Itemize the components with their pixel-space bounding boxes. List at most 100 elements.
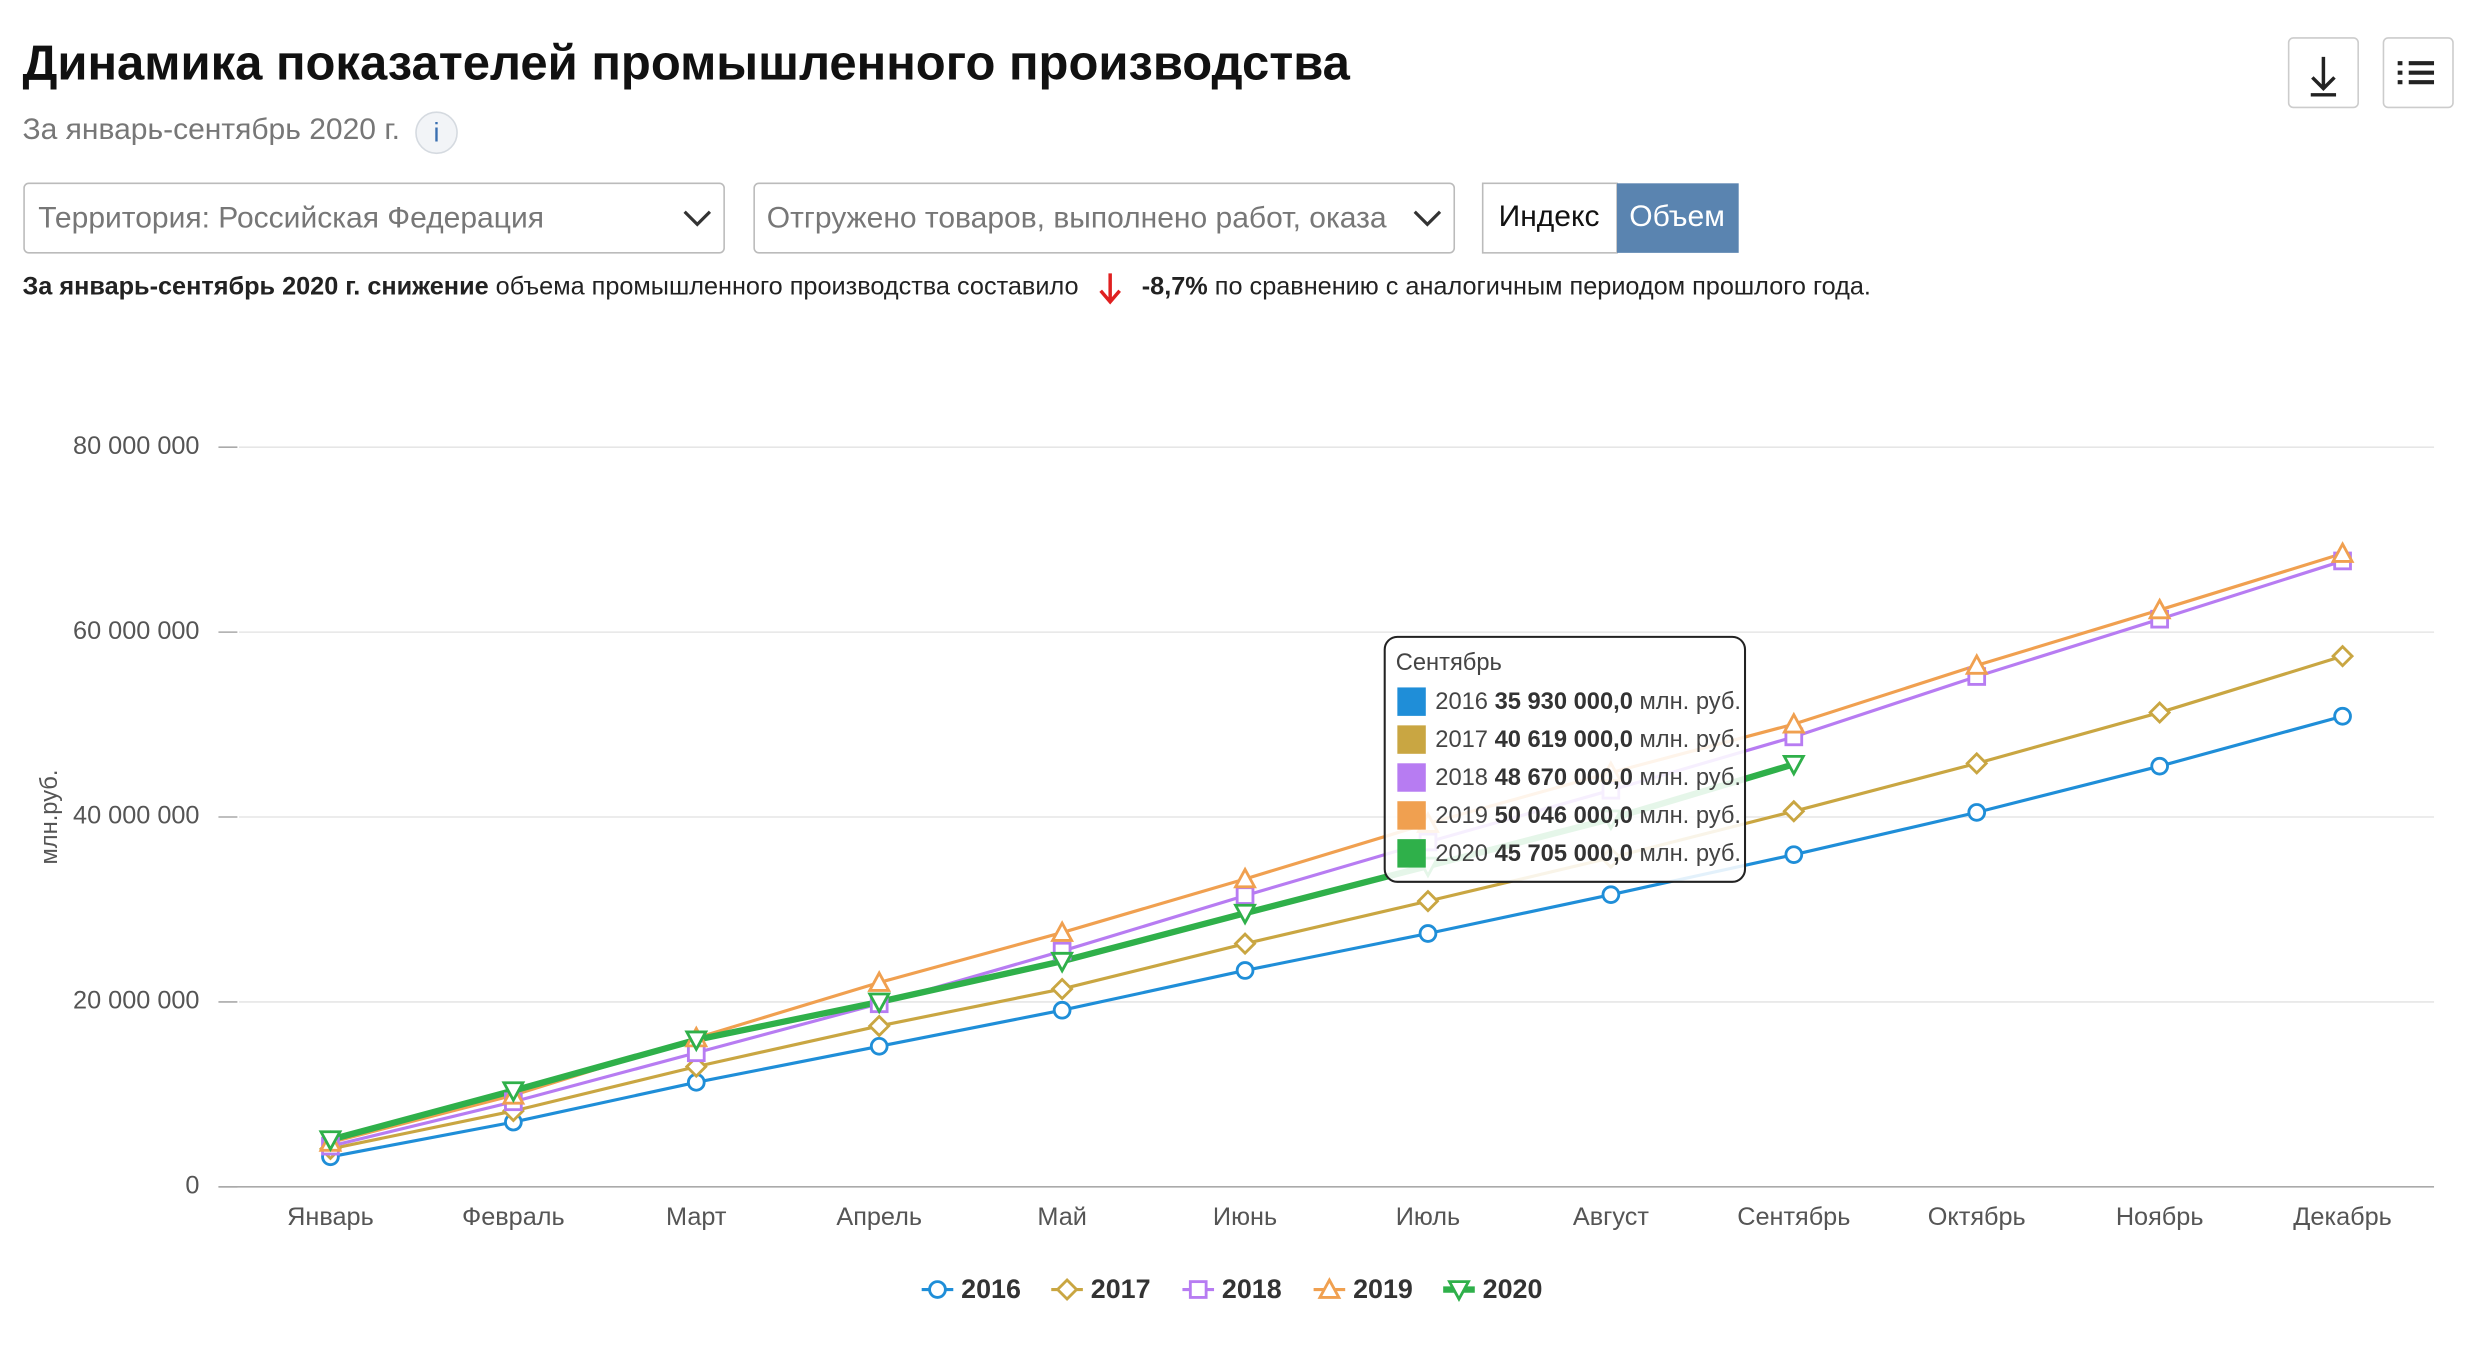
- page-title: Динамика показателей промышленного произ…: [22, 36, 1350, 90]
- tooltip-row: 2019 50 046 000,0 млн. руб.: [1435, 803, 1741, 829]
- marker: [1782, 799, 1806, 823]
- tooltip-value: 48 670 000,0: [1495, 765, 1633, 791]
- marker: [1781, 711, 1806, 734]
- tooltip-swatch: [1397, 801, 1426, 830]
- territory-select[interactable]: [23, 182, 725, 254]
- marker: [1055, 1278, 1079, 1302]
- marker: [867, 1014, 891, 1038]
- legend-item[interactable]: 2020: [1443, 1274, 1542, 1304]
- tooltip-series: 2019: [1435, 803, 1488, 829]
- subtitle: За январь-сентябрь 2020 г.: [22, 113, 400, 146]
- tooltip-swatch: [1397, 763, 1426, 792]
- legend-item[interactable]: 2016: [921, 1274, 1021, 1304]
- x-tick-label: Июнь: [1213, 1203, 1277, 1231]
- tooltip-value: 35 930 000,0: [1495, 690, 1633, 716]
- marker: [867, 970, 892, 992]
- legend-label: 2016: [961, 1274, 1021, 1304]
- toggle-index[interactable]: [1481, 182, 1618, 254]
- indicator-select[interactable]: [753, 182, 1456, 254]
- tooltip-unit: млн. руб.: [1639, 727, 1741, 753]
- marker: [1050, 920, 1075, 942]
- marker: [1317, 1277, 1342, 1299]
- toggle-volume[interactable]: [1617, 183, 1739, 253]
- marker: [2147, 597, 2172, 620]
- marker: [2330, 541, 2355, 563]
- marker: [318, 1130, 343, 1153]
- marker: [1235, 961, 1255, 980]
- x-tick-label: Декабрь: [2293, 1203, 2392, 1231]
- legend-label: 2017: [1091, 1274, 1151, 1304]
- y-tick-label: 40 000 000: [73, 802, 199, 830]
- x-tick-label: Октябрь: [1928, 1203, 2026, 1231]
- marker: [1601, 885, 1621, 904]
- marker: [1781, 754, 1806, 777]
- tooltip-series: 2016: [1435, 690, 1488, 716]
- tooltip-row: 2016 35 930 000,0 млн. руб.: [1435, 690, 1741, 716]
- x-tick-label: Май: [1037, 1203, 1087, 1231]
- tooltip-swatch: [1397, 725, 1426, 754]
- tooltip-unit: млн. руб.: [1639, 690, 1741, 716]
- legend-item[interactable]: 2018: [1182, 1274, 1282, 1304]
- territory-value: Территория: Российская Федерация: [38, 202, 544, 235]
- legend-label: 2019: [1353, 1274, 1413, 1304]
- x-tick-label: Январь: [287, 1203, 374, 1231]
- tooltip-swatch: [1397, 687, 1426, 716]
- tooltip-series: 2017: [1435, 727, 1488, 753]
- tooltip-swatch: [1397, 839, 1426, 868]
- menu-icon: [2397, 61, 2435, 85]
- marker: [1233, 866, 1257, 889]
- marker: [501, 1081, 526, 1104]
- y-tick-label: 0: [185, 1171, 199, 1199]
- info-button[interactable]: [415, 111, 458, 155]
- legend-item[interactable]: 2017: [1051, 1274, 1151, 1304]
- y-tick-label: 20 000 000: [73, 987, 199, 1015]
- marker: [1233, 932, 1257, 956]
- tooltip-box: [1383, 635, 1747, 883]
- info-icon: i: [434, 117, 440, 147]
- marker: [2150, 756, 2169, 776]
- tooltip-row: 2017 40 619 000,0 млн. руб.: [1435, 727, 1741, 753]
- tooltip-row: 2020 45 705 000,0 млн. руб.: [1435, 841, 1741, 867]
- x-tick-label: Август: [1573, 1203, 1649, 1231]
- chevron: [1413, 210, 1442, 227]
- legend-label: 2018: [1222, 1274, 1282, 1304]
- chevron: [683, 210, 712, 227]
- marker: [684, 1030, 709, 1053]
- marker: [2331, 644, 2355, 668]
- tooltip-value: 45 705 000,0: [1495, 841, 1633, 867]
- decrease-arrow: [1099, 273, 1121, 305]
- summary-text: За январь-сентябрь 2020 г. снижение объе…: [22, 272, 1078, 300]
- tooltip-unit: млн. руб.: [1639, 841, 1741, 867]
- summary-bold: -8,7%: [1142, 272, 1208, 300]
- summary-plain: по сравнению с аналогичным периодом прош…: [1208, 272, 1871, 300]
- y-tick-label: 60 000 000: [73, 617, 199, 645]
- marker: [869, 1036, 889, 1056]
- marker: [2148, 701, 2172, 725]
- y-axis-title: млн.руб.: [37, 770, 63, 865]
- x-tick-label: Сентябрь: [1737, 1203, 1850, 1231]
- tooltip-series: 2020: [1435, 841, 1488, 867]
- marker: [1050, 977, 1074, 1001]
- toggle-label: Объем: [1629, 200, 1725, 233]
- x-tick-label: Июль: [1396, 1203, 1460, 1231]
- x-tick-label: Ноябрь: [2116, 1203, 2204, 1231]
- x-tick-label: Апрель: [836, 1203, 922, 1231]
- indicator-value: Отгружено товаров, выполнено работ, оказ…: [767, 202, 1387, 235]
- marker: [1233, 903, 1257, 926]
- tooltip-series: 2018: [1435, 765, 1488, 791]
- series-line: [330, 714, 2343, 1159]
- marker: [928, 1280, 947, 1299]
- legend-item[interactable]: 2019: [1313, 1274, 1413, 1304]
- marker: [1964, 652, 1989, 675]
- marker: [1967, 803, 1987, 822]
- marker: [1447, 1280, 1471, 1302]
- marker: [1416, 889, 1440, 913]
- tooltip-value: 40 619 000,0: [1495, 727, 1633, 753]
- tooltip-unit: млн. руб.: [1639, 803, 1741, 829]
- legend-label: 2020: [1483, 1274, 1543, 1304]
- toggle-label: Индекс: [1499, 200, 1600, 233]
- series-line: [330, 654, 2344, 1151]
